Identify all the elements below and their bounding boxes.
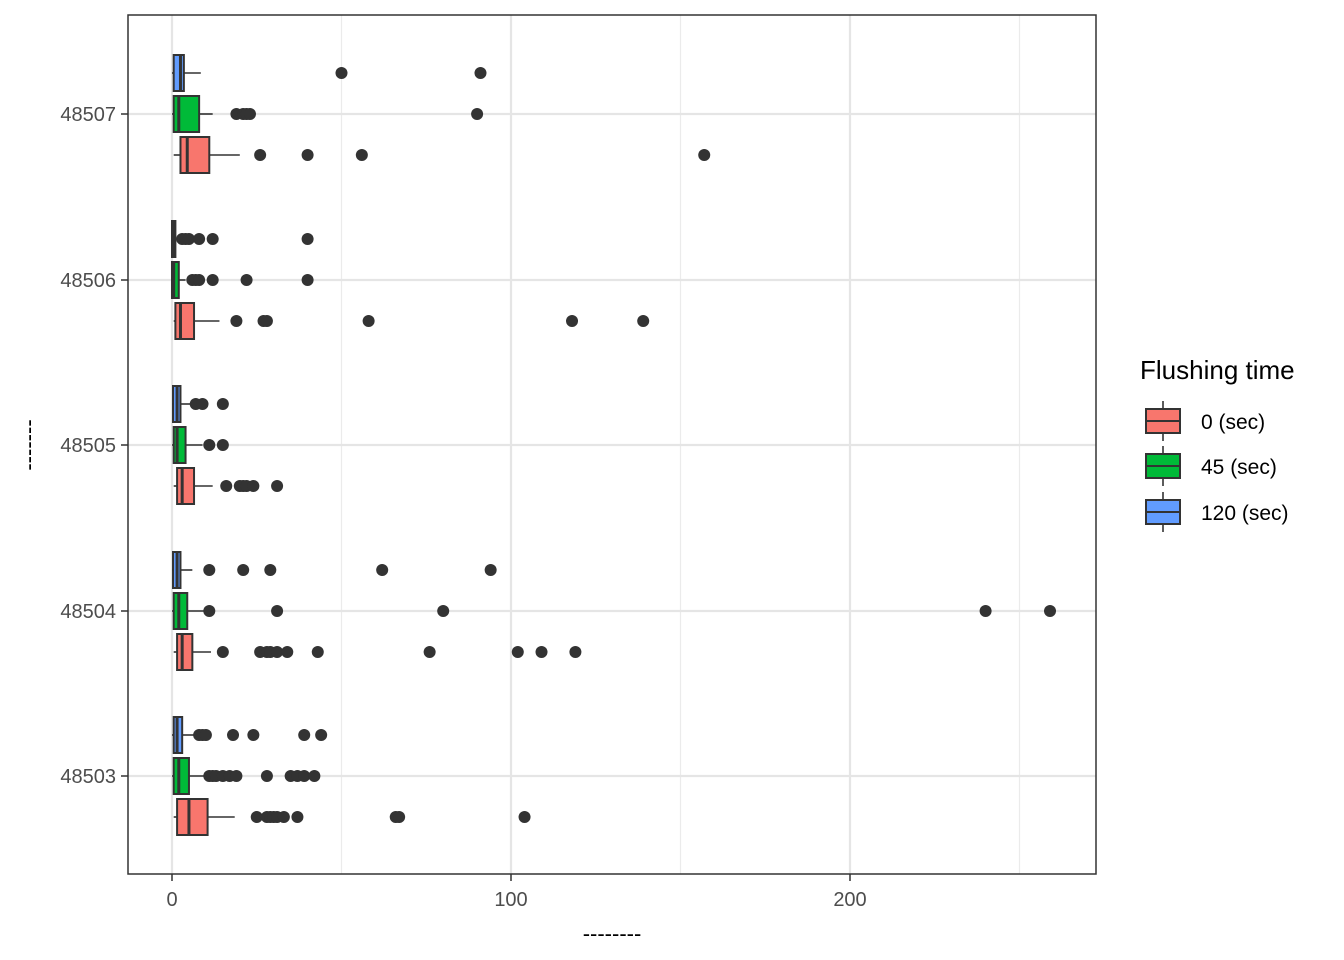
box	[172, 426, 187, 464]
outlier-point	[206, 233, 219, 245]
outlier-point	[474, 67, 487, 79]
outlier-point	[216, 398, 229, 410]
legend-label: 0 (sec)	[1201, 411, 1265, 434]
outlier-point	[247, 480, 260, 492]
outlier-point	[291, 811, 304, 823]
outlier-point	[484, 564, 497, 576]
outlier-point	[362, 315, 375, 327]
outlier-point	[298, 729, 311, 741]
outlier-point	[203, 605, 216, 617]
outlier-point	[1044, 605, 1057, 617]
y-tick-label: 48504	[60, 601, 116, 623]
outlier-point	[247, 729, 260, 741]
outlier-point	[308, 770, 321, 782]
legend: Flushing time 0 (sec) 45 (sec) 120 (sec)	[1140, 355, 1295, 532]
outlier-point	[315, 729, 328, 741]
box	[174, 302, 196, 340]
legend-label: 45 (sec)	[1201, 456, 1277, 479]
outlier-point	[301, 149, 314, 161]
box	[171, 261, 180, 299]
outlier-point	[264, 564, 277, 576]
outlier-point	[535, 646, 548, 658]
outlier-point	[227, 729, 240, 741]
box	[172, 592, 189, 630]
y-axis-title: -------	[16, 419, 41, 470]
outlier-point	[437, 605, 450, 617]
outlier-point	[569, 646, 582, 658]
box	[172, 757, 190, 795]
y-tick-label: 48506	[60, 270, 116, 292]
outlier-point	[237, 564, 250, 576]
outlier-point	[423, 646, 436, 658]
outlier-point	[637, 315, 650, 327]
outlier-point	[566, 315, 579, 327]
plot-panel	[127, 14, 1097, 875]
outlier-point	[250, 811, 263, 823]
outlier-point	[199, 729, 212, 741]
outlier-point	[335, 67, 348, 79]
outlier-point	[518, 811, 531, 823]
box	[176, 633, 194, 671]
outlier-point	[471, 108, 484, 120]
legend-title: Flushing time	[1140, 355, 1295, 385]
outlier-point	[203, 439, 216, 451]
x-axis-title: --------	[583, 921, 642, 946]
y-tick-label: 48507	[60, 104, 116, 126]
outlier-point	[254, 149, 267, 161]
outlier-point	[243, 108, 256, 120]
outlier-point	[260, 315, 273, 327]
outlier-point	[203, 564, 216, 576]
y-tick-label: 48505	[60, 435, 116, 457]
outlier-point	[698, 149, 711, 161]
outlier-point	[230, 315, 243, 327]
outlier-point	[216, 439, 229, 451]
outlier-point	[271, 646, 284, 658]
outlier-point	[193, 233, 206, 245]
outlier-point	[311, 646, 324, 658]
box	[179, 136, 211, 174]
box	[176, 467, 196, 505]
x-axis: 0 100 200	[166, 874, 867, 911]
outlier-point	[277, 811, 290, 823]
outlier-point	[355, 149, 368, 161]
outlier-point	[511, 646, 524, 658]
outlier-point	[240, 274, 253, 286]
outlier-point	[376, 564, 389, 576]
outlier-point	[393, 811, 406, 823]
box	[172, 54, 185, 92]
x-tick-label: 100	[494, 889, 527, 911]
outlier-point	[260, 770, 273, 782]
outlier-point	[301, 274, 314, 286]
outlier-point	[979, 605, 992, 617]
outlier-point	[220, 480, 233, 492]
outlier-point	[216, 646, 229, 658]
outlier-point	[281, 646, 294, 658]
legend-label: 120 (sec)	[1201, 502, 1289, 525]
outlier-point	[301, 233, 314, 245]
outlier-point	[271, 480, 284, 492]
outlier-point	[196, 398, 209, 410]
outlier-point	[298, 770, 311, 782]
outlier-point	[182, 233, 195, 245]
outlier-point	[206, 274, 219, 286]
y-tick-label: 48503	[60, 766, 116, 788]
outlier-point	[271, 605, 284, 617]
box	[176, 798, 209, 836]
x-tick-label: 200	[833, 889, 866, 911]
outlier-point	[193, 274, 206, 286]
outlier-point	[230, 770, 243, 782]
y-axis: 48503 48504 48505 48506 48507	[60, 104, 128, 788]
x-tick-label: 0	[166, 889, 177, 911]
